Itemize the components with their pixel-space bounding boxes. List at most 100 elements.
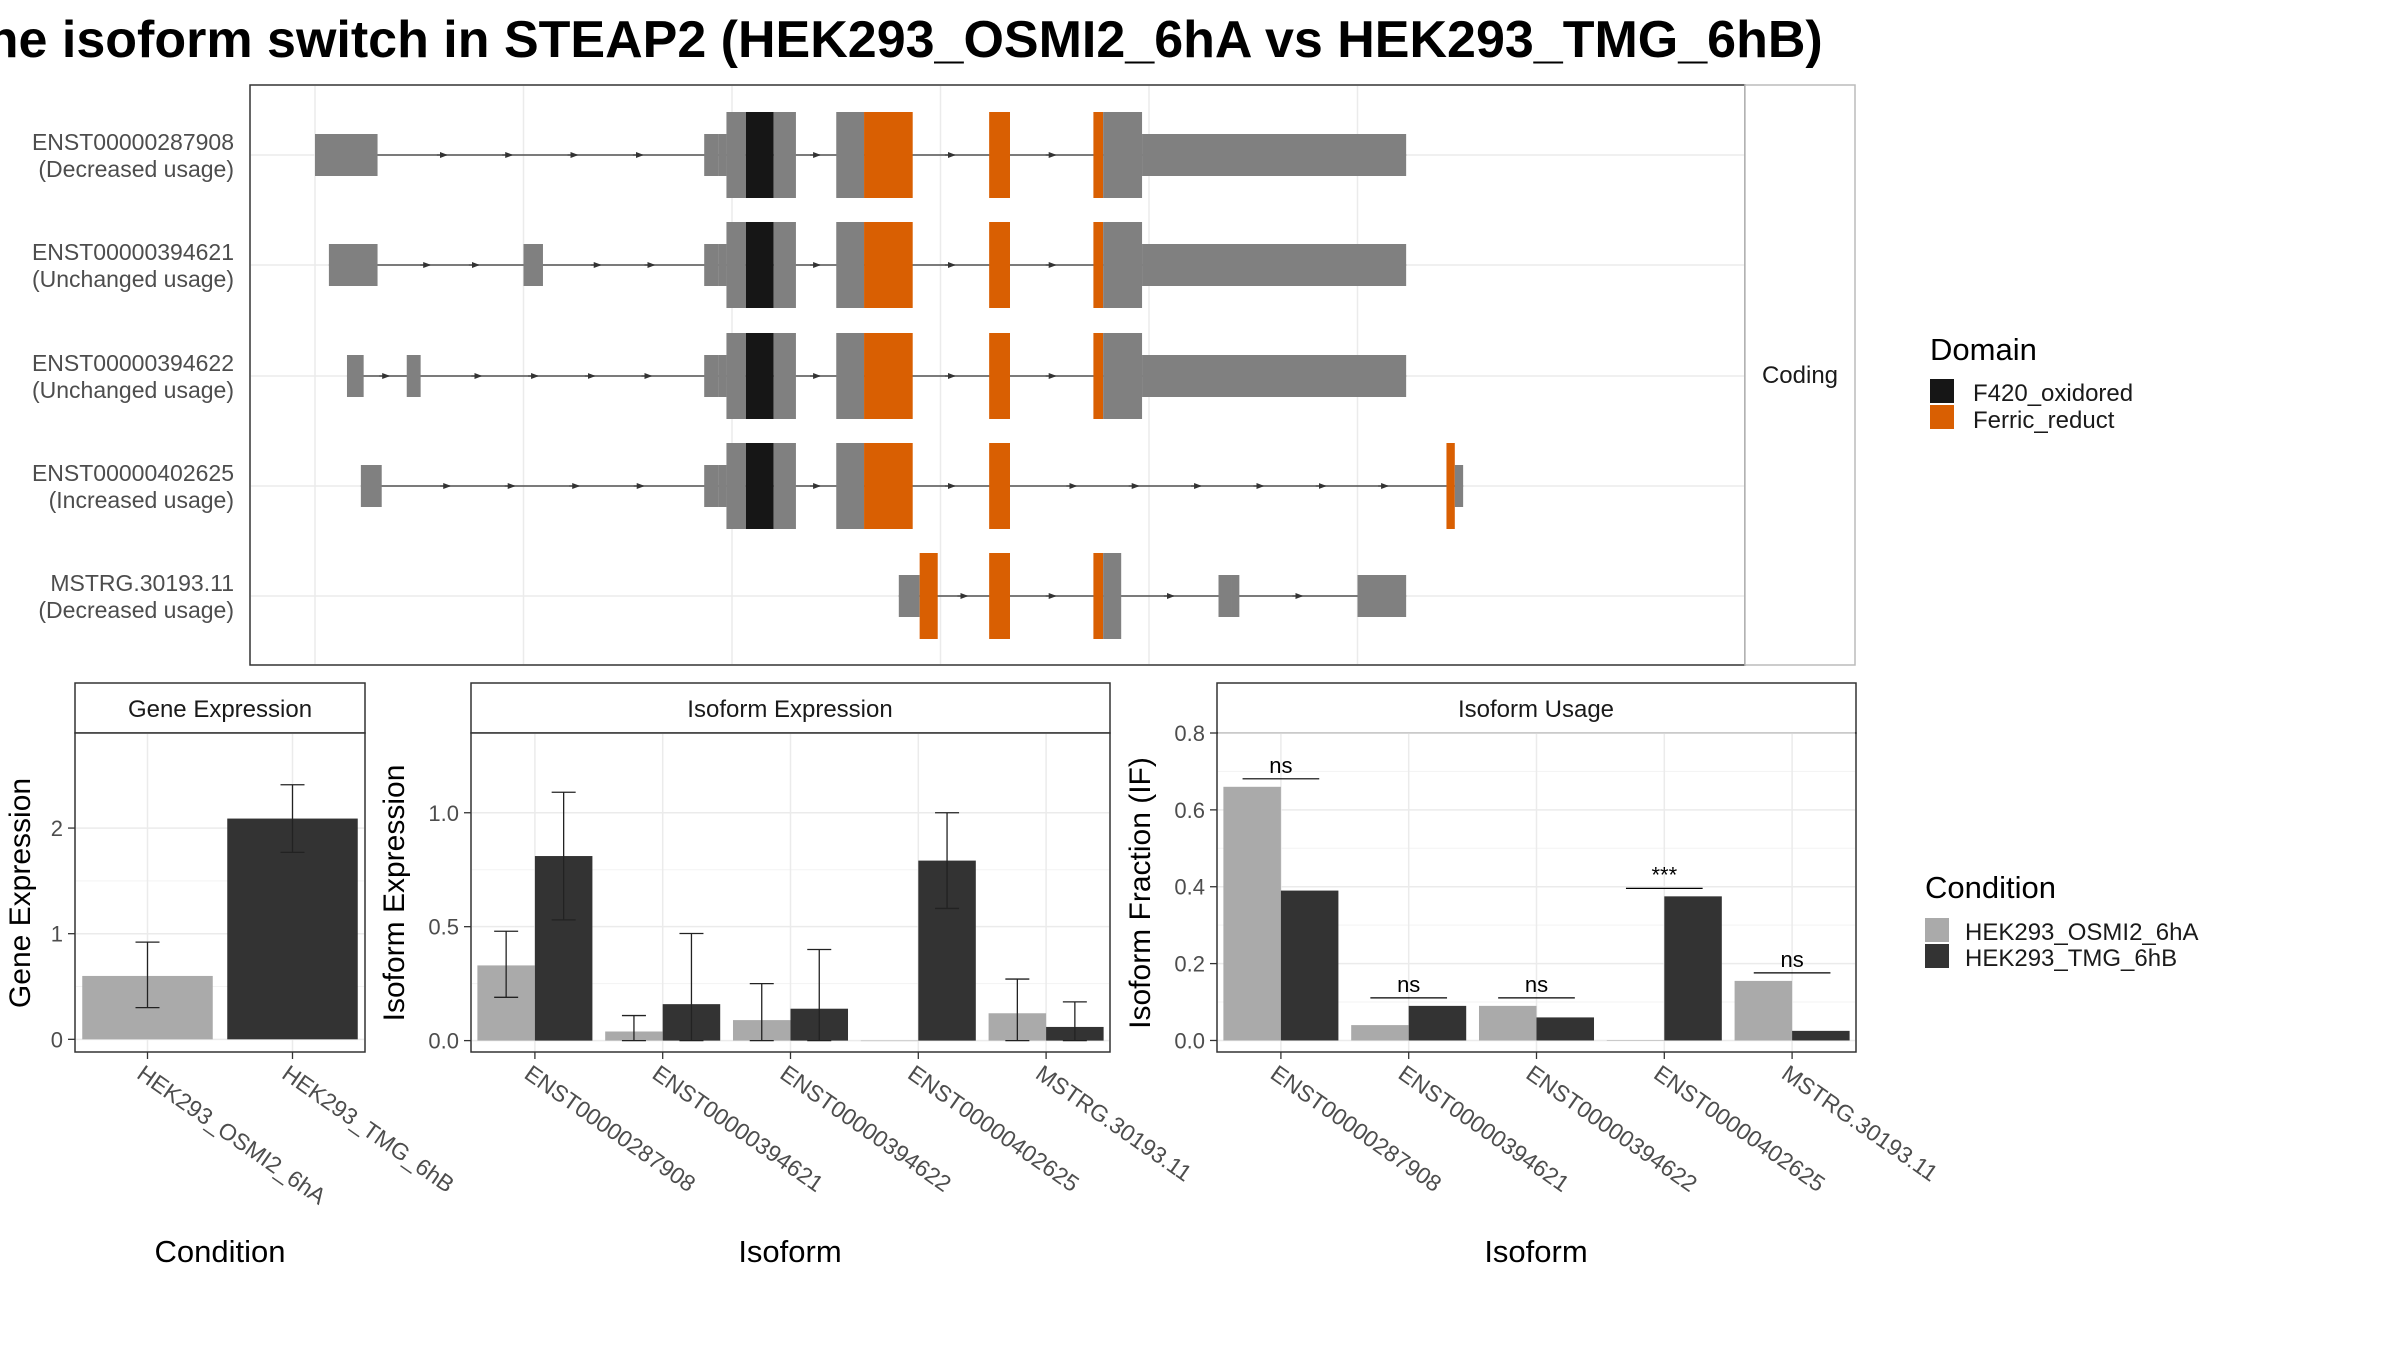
exon-block: [718, 244, 727, 286]
facet-strip-coding: [1744, 84, 1856, 666]
exon-block: [773, 333, 796, 419]
significance-label: ns: [1269, 753, 1292, 778]
y-tick-label: 0.0: [1174, 1028, 1205, 1053]
domain-block-ferric_reduct: [989, 553, 1010, 639]
transcript-row: [346, 333, 1407, 419]
domain-block-ferric_reduct: [864, 112, 913, 198]
domain-block-ferric_reduct: [989, 222, 1010, 308]
y-tick-label: 0.4: [1174, 875, 1205, 900]
structure-labels: ENST00000287908(Decreased usage)ENST0000…: [32, 129, 234, 623]
bar: [1734, 980, 1793, 1041]
y-tick-label: 0.5: [428, 915, 459, 940]
exon-block: [898, 575, 920, 617]
y-tick-label: 0.8: [1174, 721, 1205, 746]
transcript-usage-label: (Decreased usage): [38, 597, 234, 623]
transcript-id-label: MSTRG.30193.11: [50, 570, 234, 596]
structure-panel: ENST00000287908(Decreased usage)ENST0000…: [32, 84, 1856, 666]
gene-y-axis-title: Gene Expression: [4, 778, 37, 1008]
legend-label-cond-a: HEK293_OSMI2_6hA: [1965, 919, 2198, 946]
exon-block: [1103, 112, 1143, 198]
transcript-row: [315, 112, 1407, 198]
exon-block: [523, 244, 543, 286]
transcript-usage-label: (Decreased usage): [38, 156, 234, 182]
domain-legend-title: Domain: [1930, 332, 2037, 367]
figure-title: The isoform switch in STEAP2 (HEK293_OSM…: [0, 11, 1823, 69]
transcript-usage-label: (Unchanged usage): [32, 377, 234, 403]
exon-block: [836, 443, 865, 529]
exon-block: [1142, 244, 1407, 286]
legend-label-f420-oxidored: F420_oxidored: [1973, 380, 2133, 407]
exon-block: [704, 134, 719, 176]
gene-x-axis-title: Condition: [155, 1234, 286, 1269]
domain-block-f420_oxidored: [745, 443, 774, 529]
bar: [1478, 1005, 1537, 1041]
exon-block: [836, 333, 865, 419]
domain-block-ferric_reduct: [1093, 333, 1104, 419]
exon-block: [718, 355, 727, 397]
exon-block: [726, 222, 746, 308]
y-tick-label: 1: [51, 922, 63, 947]
bar: [1606, 1040, 1665, 1041]
exon-block: [406, 355, 421, 397]
transcript-id-label: ENST00000287908: [32, 129, 234, 155]
exon-block: [718, 134, 727, 176]
exon-block: [773, 443, 796, 529]
condition-legend: Condition HEK293_OSMI2_6hA HEK293_TMG_6h…: [1925, 870, 2198, 972]
exon-block: [1231, 575, 1240, 617]
exon-block: [1103, 222, 1143, 308]
domain-block-ferric_reduct: [989, 443, 1010, 529]
structure-rows: [315, 112, 1464, 639]
transcript-id-label: ENST00000394622: [32, 350, 234, 376]
y-tick-label: 0: [51, 1027, 63, 1052]
iso-strip: [470, 682, 1111, 734]
domain-block-ferric_reduct: [1093, 112, 1104, 198]
transcript-row: [328, 222, 1407, 308]
domain-block-ferric_reduct: [1093, 222, 1104, 308]
significance-label: ***: [1651, 862, 1677, 887]
domain-block-ferric_reduct: [989, 112, 1010, 198]
domain-block-f420_oxidored: [745, 112, 774, 198]
exon-block: [1454, 465, 1464, 507]
exon-block: [836, 222, 865, 308]
exon-block: [704, 244, 719, 286]
exon-block: [1103, 333, 1143, 419]
exon-block: [346, 355, 364, 397]
bar: [1792, 1030, 1850, 1041]
bar: [1408, 1005, 1467, 1041]
y-tick-label: 0.0: [428, 1029, 459, 1054]
isoform-usage-panel: Isoform Usage ns ns ns *** ns 0.0 0.2 0.4 0.6 0.8…: [1124, 682, 1943, 1269]
iso-strip-label: Isoform Expression: [687, 696, 892, 723]
exon-block: [704, 465, 719, 507]
gene-strip: [74, 682, 366, 734]
exon-block: [726, 443, 746, 529]
exon-block: [328, 244, 378, 286]
bar: [1664, 896, 1722, 1041]
significance-label: ns: [1780, 947, 1803, 972]
usage-y-axis-title: Isoform Fraction (IF): [1124, 757, 1157, 1029]
legend-key-cond-b: [1925, 944, 1949, 968]
legend-key-f420-oxidored: [1930, 379, 1954, 403]
transcript-row: [898, 553, 1407, 639]
domain-block-ferric_reduct: [864, 443, 913, 529]
bar: [1280, 890, 1339, 1041]
exon-block: [773, 112, 796, 198]
exon-block: [1142, 355, 1407, 397]
domain-block-f420_oxidored: [745, 222, 774, 308]
exon-block: [773, 222, 796, 308]
legend-key-ferric-reduct: [1930, 405, 1954, 429]
domain-block-ferric_reduct: [864, 222, 913, 308]
significance-label: ns: [1525, 972, 1548, 997]
exon-block: [704, 355, 719, 397]
iso-x-axis-title: Isoform: [738, 1234, 841, 1269]
y-tick-label: 0.2: [1174, 952, 1205, 977]
transcript-id-label: ENST00000402625: [32, 460, 234, 486]
y-tick-label: 0.6: [1174, 798, 1205, 823]
domain-block-ferric_reduct: [1446, 443, 1455, 529]
domain-block-ferric_reduct: [1093, 553, 1104, 639]
exon-block: [360, 465, 382, 507]
exon-block: [836, 112, 865, 198]
bar: [227, 818, 358, 1040]
exon-block: [726, 112, 746, 198]
domain-block-ferric_reduct: [919, 553, 938, 639]
